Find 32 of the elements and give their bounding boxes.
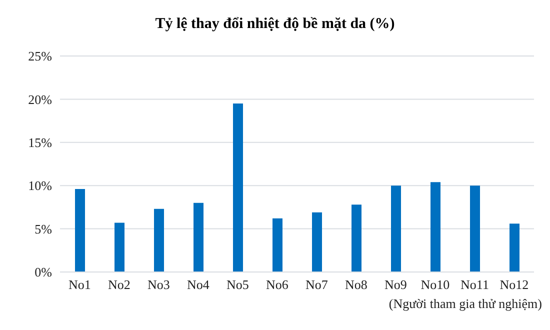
x-axis-title: (Người tham gia thử nghiệm) [388,296,542,312]
x-tick-label: No3 [148,277,170,292]
x-tick-label: No12 [500,277,529,292]
bar [114,222,124,272]
x-tick-label: No1 [68,277,91,292]
bar [470,186,480,272]
bar [312,212,322,272]
x-tick-label: No9 [384,277,407,292]
bar [352,204,362,272]
x-tick-label: No2 [108,277,130,292]
y-tick-label: 15% [28,135,52,150]
bar [272,218,282,272]
bar [194,202,204,272]
x-tick-label: No4 [187,277,210,292]
bar [391,186,401,272]
bar [510,224,520,272]
chart-title: Tỷ lệ thay đổi nhiệt độ bề mặt da (%) [154,15,396,34]
x-tick-label: No5 [226,277,249,292]
x-tick-label: No8 [345,277,368,292]
y-tick-label: 0% [34,264,52,280]
bar [75,189,85,272]
x-tick-label: No10 [420,277,450,292]
y-tick-label: 20% [28,92,52,107]
y-tick-label: 10% [28,178,52,194]
y-tick-label: 25% [28,48,52,64]
y-tick-label: 5% [34,221,52,236]
bar [154,208,164,272]
x-tick-label: No6 [266,277,289,292]
bar [233,104,243,272]
x-tick-label: No11 [460,277,489,292]
bar [430,182,440,272]
x-tick-label: No7 [306,277,328,292]
